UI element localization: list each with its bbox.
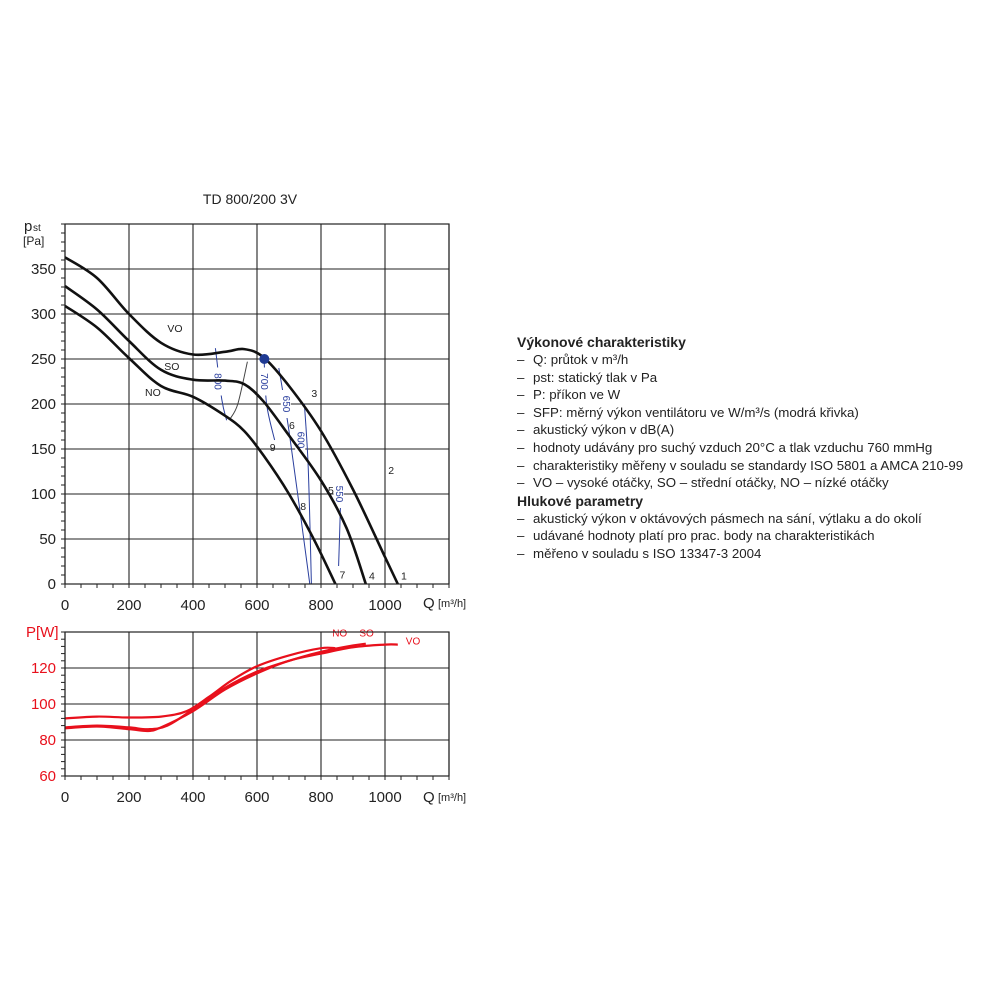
legend-item: SFP: měrný výkon ventilátoru ve W/m³/s (… xyxy=(517,404,997,422)
x-axis-label: Q xyxy=(423,789,435,806)
power-label-vo: VO xyxy=(406,637,421,648)
y-axis-unit: [Pa] xyxy=(23,234,44,248)
y-tick-label: 50 xyxy=(39,531,56,548)
legend-item: udávané hodnoty platí pro prac. body na … xyxy=(517,527,997,545)
curve-label-so: SO xyxy=(164,361,179,373)
plot-frame xyxy=(64,223,450,585)
y-tick-label: 100 xyxy=(31,696,56,713)
sfp-label: 600 xyxy=(295,432,306,449)
y-tick-label: 150 xyxy=(31,441,56,458)
x-tick-label: 0 xyxy=(61,789,69,806)
pressure-curve-no xyxy=(64,304,337,585)
legend-item: Q: průtok v m³/h xyxy=(517,351,997,369)
operating-point-number: 1 xyxy=(401,571,407,583)
operating-point-marker xyxy=(259,354,270,364)
y-tick-label: 60 xyxy=(39,768,56,785)
curve-label-no: NO xyxy=(145,387,161,399)
x-tick-label: 200 xyxy=(116,789,141,806)
y-axis-label-sub: st xyxy=(33,223,41,234)
sfp-label: 700 xyxy=(258,373,269,390)
legend-item: P: příkon ve W xyxy=(517,386,997,404)
y-tick-label: 200 xyxy=(31,396,56,413)
x-tick-label: 1000 xyxy=(368,789,401,806)
legend-item: hodnoty udávány pro suchý vzduch 20°C a … xyxy=(517,439,997,457)
legend-item: charakteristiky měřeny v souladu se stan… xyxy=(517,457,997,475)
legend-item: měřeno v souladu s ISO 13347-3 2004 xyxy=(517,545,997,563)
pressure-curve-so xyxy=(64,285,368,585)
y-axis-label: p xyxy=(24,218,32,235)
operating-point-number: 7 xyxy=(340,570,346,582)
power-curve-vo xyxy=(64,643,398,733)
power-curve-no xyxy=(64,646,336,720)
noise-section-title: Hlukové parametry xyxy=(517,492,644,509)
noise-list: akustický výkon v oktávových pásmech na … xyxy=(517,510,997,563)
x-axis-unit: [m³/h] xyxy=(438,792,466,804)
x-axis-unit: [m³/h] xyxy=(438,598,466,610)
pressure-chart: 0 200 400 600 800 1000 0 50 100 150 200 250 300 350 p s… xyxy=(23,218,466,614)
x-tick-label: 200 xyxy=(116,597,141,614)
sfp-curve xyxy=(303,403,312,585)
x-tick-label: 800 xyxy=(308,789,333,806)
x-tick-label: 400 xyxy=(180,789,205,806)
operating-point-number: 6 xyxy=(289,420,295,432)
sfp-label-bg xyxy=(295,426,306,454)
operating-point-number: 9 xyxy=(270,442,276,454)
power-curve-so xyxy=(64,642,366,731)
pressure-grid xyxy=(61,223,450,588)
performance-list: Q: průtok v m³/h pst: statický tlak v Pa… xyxy=(517,351,997,492)
y-axis-label: P[W] xyxy=(26,624,59,641)
plot-frame xyxy=(64,631,450,777)
legend-item: pst: statický tlak v Pa xyxy=(517,369,997,387)
sfp-label-bg xyxy=(258,367,269,396)
curve-label-vo: VO xyxy=(167,323,182,335)
sfp-label-bg xyxy=(333,480,344,508)
sfp-label: 650 xyxy=(280,396,291,413)
performance-section-title: Výkonové charakteristiky xyxy=(517,334,686,350)
power-label-no: NO xyxy=(332,629,347,640)
power-grid xyxy=(61,631,450,780)
legend-item: VO – vysoké otáčky, SO – střední otáčky,… xyxy=(517,474,997,492)
y-tick-label: 80 xyxy=(39,732,56,749)
y-tick-label: 300 xyxy=(31,306,56,323)
sfp-label-bg xyxy=(280,390,291,418)
legend-item: akustický výkon v dB(A) xyxy=(517,421,997,439)
operating-point-number: 2 xyxy=(388,465,394,477)
chart-title: TD 800/200 3V xyxy=(202,191,298,207)
sfp-connector xyxy=(229,361,248,420)
x-tick-label: 600 xyxy=(244,597,269,614)
pressure-curve-vo xyxy=(64,256,399,585)
legend-panel: Výkonové charakteristiky Q: průtok v m³/… xyxy=(517,333,997,563)
sfp-curve xyxy=(278,367,311,585)
x-tick-label: 1000 xyxy=(368,597,401,614)
operating-point-number: 4 xyxy=(369,571,375,583)
x-tick-label: 0 xyxy=(61,597,69,614)
sfp-label: 550 xyxy=(333,486,344,503)
x-tick-label: 400 xyxy=(180,597,205,614)
charts-area: TD 800/200 3V 0 200 400 600 800 1000 0 50 100 150… xyxy=(23,191,466,806)
x-axis-label: Q xyxy=(423,595,435,612)
operating-point-number: 5 xyxy=(328,485,334,497)
x-tick-label: 600 xyxy=(244,789,269,806)
power-label-so: SO xyxy=(359,629,374,640)
y-tick-label: 0 xyxy=(48,576,56,593)
operating-point-number: 3 xyxy=(311,388,317,400)
power-chart: 0 200 400 600 800 1000 60 80 100 120 P[W] Q [m³/h] NO… xyxy=(26,624,466,806)
legend-item: akustický výkon v oktávových pásmech na … xyxy=(517,510,997,528)
operating-point-number: 8 xyxy=(300,501,306,513)
y-tick-label: 250 xyxy=(31,351,56,368)
x-tick-label: 800 xyxy=(308,597,333,614)
y-tick-label: 350 xyxy=(31,261,56,278)
y-tick-label: 120 xyxy=(31,660,56,677)
y-tick-label: 100 xyxy=(31,486,56,503)
